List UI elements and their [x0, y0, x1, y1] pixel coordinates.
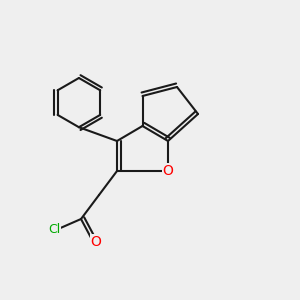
Text: Cl: Cl [48, 223, 60, 236]
Text: O: O [163, 164, 173, 178]
Text: O: O [91, 235, 101, 248]
